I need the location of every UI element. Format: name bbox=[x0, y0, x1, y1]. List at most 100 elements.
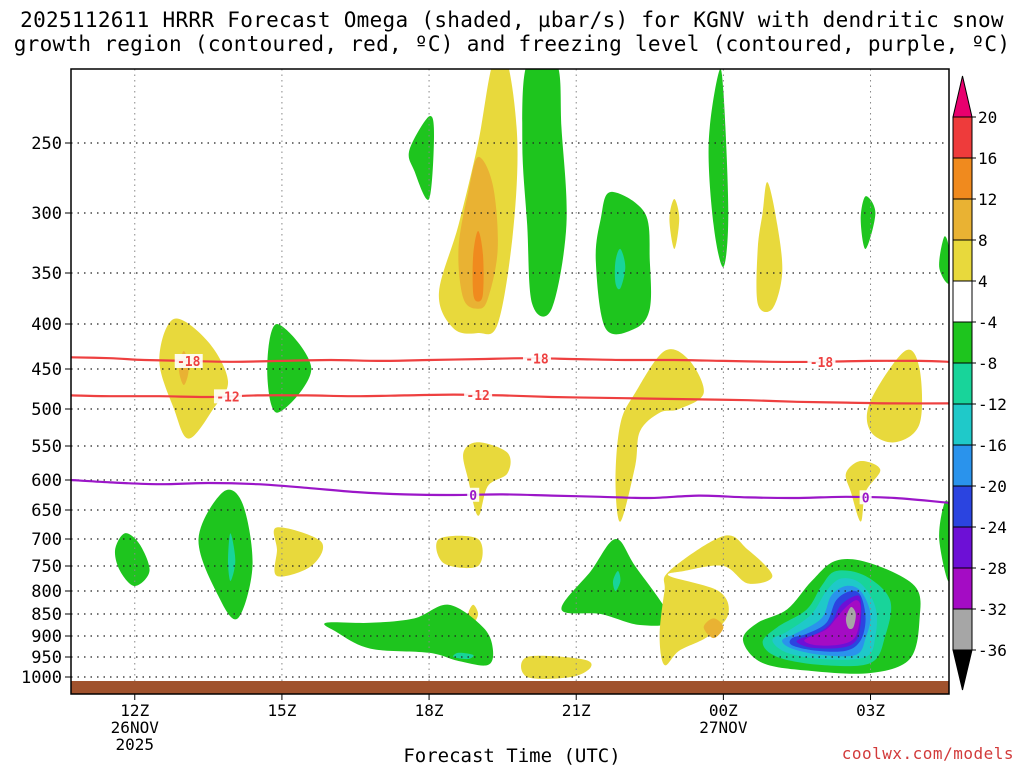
contour-label-bg bbox=[467, 487, 480, 502]
omega-region bbox=[860, 196, 876, 250]
omega-region bbox=[198, 489, 253, 620]
contour-label: -18 bbox=[177, 355, 201, 370]
colorbar-bin bbox=[952, 444, 973, 487]
plot-frame bbox=[70, 68, 950, 695]
colorbar-tick-label: -8 bbox=[978, 354, 997, 373]
contour-label-bg bbox=[464, 388, 493, 402]
omega-region bbox=[845, 607, 856, 630]
y-tick-label: 750 bbox=[31, 557, 62, 577]
x-tick-label: 27NOV bbox=[699, 718, 748, 737]
omega-region bbox=[804, 600, 861, 646]
omega-region bbox=[522, 69, 567, 317]
omega-region bbox=[267, 324, 312, 413]
x-tick-label: 26NOV bbox=[111, 718, 160, 737]
colorbar-legend: 20 16 12 8 4 -4 -8 -12 -16 -20 -24 -28 -32 -36 bbox=[952, 75, 1007, 691]
colorbar-tick-label: -36 bbox=[978, 641, 1007, 660]
x-tick-label: 15Z bbox=[267, 701, 296, 720]
colorbar-tick-label: 16 bbox=[978, 149, 997, 168]
contour-label-bg bbox=[213, 389, 242, 404]
x-axis-label: Forecast Time (UTC) bbox=[403, 745, 621, 767]
y-tick-label: 700 bbox=[31, 530, 62, 550]
colorbar-tick-label: 12 bbox=[978, 190, 997, 209]
y-tick-label: 650 bbox=[31, 501, 62, 521]
colorbar-bin bbox=[952, 485, 973, 528]
colorbar-tick-label: -28 bbox=[978, 559, 1007, 578]
contour-label-bg bbox=[174, 353, 203, 368]
omega-shading bbox=[114, 69, 949, 679]
x-tick-label: 00Z bbox=[709, 701, 738, 720]
contour-labels: -18 -18 -18 -12 -12 0 0 bbox=[174, 351, 872, 506]
colorbar-bin bbox=[952, 403, 973, 446]
omega-region bbox=[939, 500, 949, 582]
omega-region bbox=[463, 442, 511, 516]
omega-region bbox=[273, 527, 324, 577]
colorbar-tick-label: 8 bbox=[978, 231, 988, 250]
dendritic-contour-line bbox=[71, 393, 949, 405]
colorbar-tick-label: -12 bbox=[978, 395, 1007, 414]
y-tick-label: 900 bbox=[31, 627, 62, 647]
x-tick-label: 18Z bbox=[415, 701, 444, 720]
colorbar-tick-label: -16 bbox=[978, 436, 1007, 455]
y-tick-label: 950 bbox=[31, 648, 62, 668]
y-tick-label: 400 bbox=[31, 315, 62, 335]
omega-region bbox=[114, 533, 150, 586]
x-tick-label: 2025 bbox=[115, 735, 154, 754]
colorbar-top-arrow bbox=[952, 75, 973, 118]
contour-label: -12 bbox=[216, 390, 239, 405]
contour-label: -18 bbox=[810, 356, 834, 371]
y-tick-label: 800 bbox=[31, 582, 62, 602]
y-tick-label: 850 bbox=[31, 605, 62, 625]
chart-title-line1: 2025112611 HRRR Forecast Omega (shaded, … bbox=[20, 8, 1004, 32]
y-tick-label: 450 bbox=[31, 360, 62, 380]
contour-label: -12 bbox=[466, 389, 489, 404]
x-tick-label: 12Z bbox=[120, 701, 149, 720]
y-tick-label: 250 bbox=[31, 134, 62, 154]
colorbar-bin bbox=[952, 321, 973, 364]
contour-label: 0 bbox=[469, 489, 477, 504]
omega-region bbox=[703, 618, 724, 639]
omega-region bbox=[939, 236, 949, 284]
omega-region bbox=[614, 248, 626, 290]
y-tick-label: 300 bbox=[31, 204, 62, 224]
y-tick-label: 1000 bbox=[21, 668, 62, 688]
omega-region bbox=[228, 533, 236, 581]
colorbar-bin bbox=[952, 280, 973, 323]
colorbar-bin bbox=[952, 157, 973, 200]
ground-layer bbox=[71, 681, 949, 694]
contour-label: -18 bbox=[525, 352, 549, 367]
omega-region bbox=[408, 115, 434, 200]
contour-label-bg bbox=[522, 351, 551, 366]
x-tick-label: 03Z bbox=[856, 701, 885, 720]
omega-region bbox=[436, 535, 483, 569]
colorbar-bin bbox=[952, 362, 973, 405]
site-credit: coolwx.com/models bbox=[841, 744, 1014, 763]
omega-region bbox=[612, 571, 621, 591]
x-tick-label: 21Z bbox=[562, 701, 591, 720]
freezing-level-line bbox=[71, 478, 949, 504]
colorbar-bin bbox=[952, 567, 973, 610]
chart-title-line2: growth region (contoured, red, ºC) and f… bbox=[13, 32, 1011, 56]
colorbar-bin bbox=[952, 198, 973, 241]
colorbar-tick-label: -20 bbox=[978, 477, 1007, 496]
y-tick-label: 550 bbox=[31, 437, 62, 457]
omega-region bbox=[472, 231, 484, 302]
colorbar-bin bbox=[952, 116, 973, 159]
y-tick-label: 350 bbox=[31, 264, 62, 284]
colorbar-tick-label: 20 bbox=[978, 108, 997, 127]
colorbar-bin bbox=[952, 239, 973, 282]
colorbar-tick-label: -24 bbox=[978, 518, 1007, 537]
colorbar-bottom-arrow bbox=[952, 649, 973, 691]
colorbar-bin bbox=[952, 526, 973, 569]
contour-label-bg bbox=[807, 354, 836, 369]
contour-label-bg bbox=[859, 490, 872, 505]
colorbar-tick-label: -4 bbox=[978, 313, 997, 332]
contour-label: 0 bbox=[862, 491, 870, 506]
y-axis: 2503003504004505005506006507007508008509… bbox=[21, 134, 71, 688]
colorbar-bin bbox=[952, 608, 973, 651]
colorbar-tick-label: 4 bbox=[978, 272, 988, 291]
omega-region bbox=[866, 349, 923, 443]
omega-region bbox=[521, 655, 592, 679]
omega-region bbox=[756, 182, 783, 312]
